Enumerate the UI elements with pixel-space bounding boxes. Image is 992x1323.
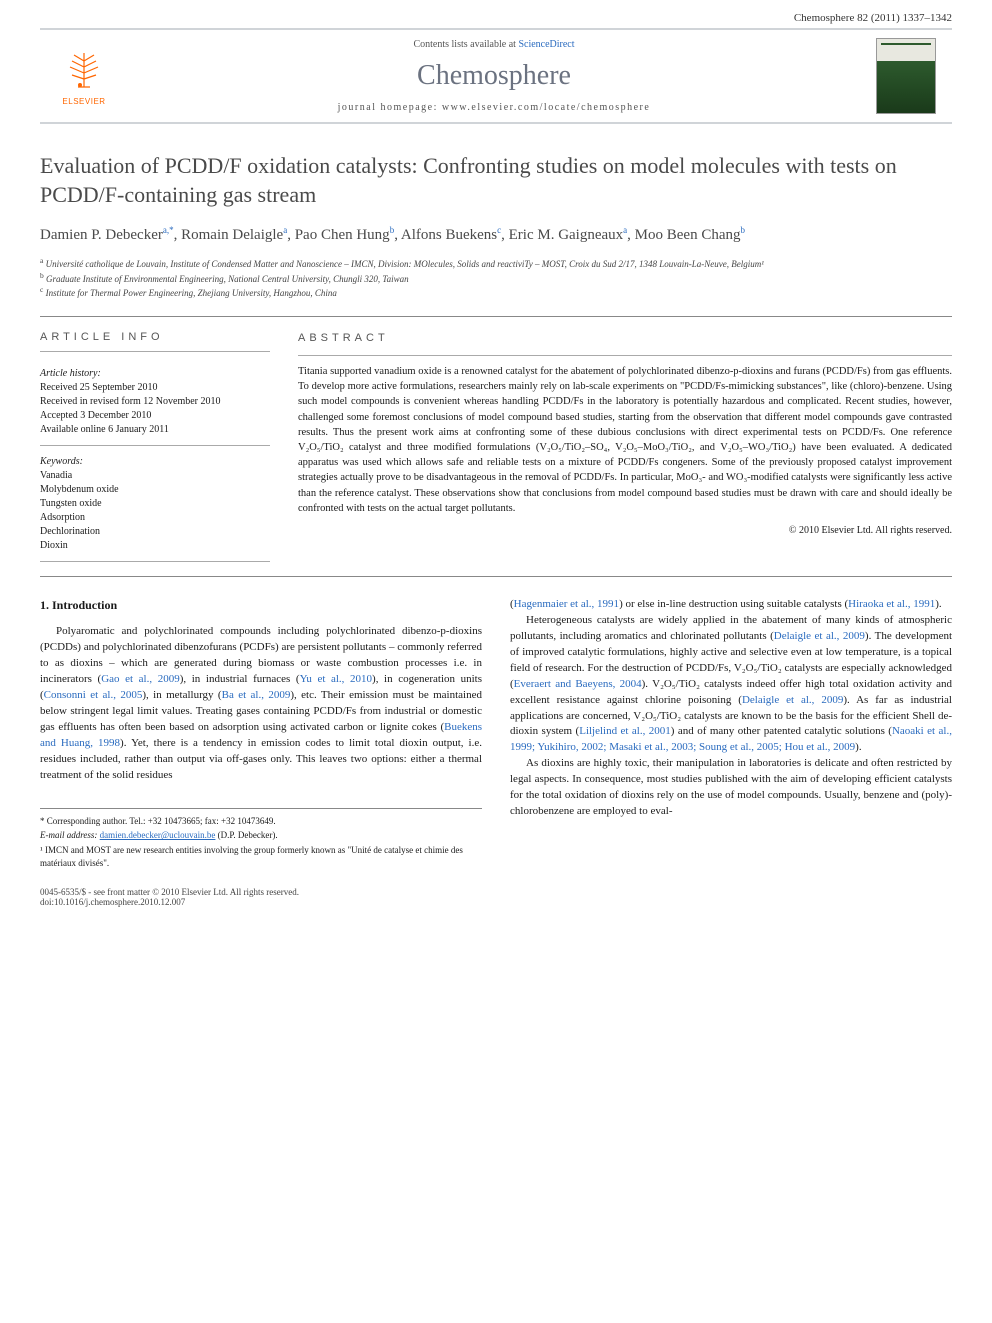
doi-line: doi:10.1016/j.chemosphere.2010.12.007 — [40, 897, 952, 907]
page-footer: 0045-6535/$ - see front matter © 2010 El… — [40, 887, 952, 907]
info-abstract-row: ARTICLE INFO Article history: Received 2… — [40, 316, 952, 577]
intro-para-1-cont: (Hagenmaier et al., 1991) or else in-lin… — [510, 597, 952, 613]
email-line: E-mail address: damien.debecker@uclouvai… — [40, 829, 482, 842]
article-history: Article history: Received 25 September 2… — [40, 351, 270, 446]
page-ref: Chemosphere 82 (2011) 1337–1342 — [794, 12, 952, 24]
intro-para-1: Polyaromatic and polychlorinated compoun… — [40, 624, 482, 783]
article-info-heading: ARTICLE INFO — [40, 331, 270, 343]
contents-available: Contents lists available at ScienceDirec… — [112, 39, 876, 50]
cite-consonni-2005[interactable]: Consonni et al., 2005 — [44, 689, 143, 701]
front-matter-line: 0045-6535/$ - see front matter © 2010 El… — [40, 887, 952, 897]
abstract-heading: ABSTRACT — [298, 331, 952, 347]
header-center: Contents lists available at ScienceDirec… — [112, 39, 876, 113]
journal-name: Chemosphere — [112, 60, 876, 92]
footnote-1: ¹ IMCN and MOST are new research entitie… — [40, 844, 482, 869]
author-list: Damien P. Debeckera,*, Romain Delaiglea,… — [40, 225, 952, 244]
cite-delaigle-2009b[interactable]: Delaigle et al., 2009 — [742, 694, 843, 706]
affiliation-b: b Graduate Institute of Environmental En… — [40, 271, 952, 286]
cite-everaert-2004[interactable]: Everaert and Baeyens, 2004 — [514, 678, 642, 690]
cite-ba-2009[interactable]: Ba et al., 2009 — [222, 689, 291, 701]
cite-hagenmaier-1991[interactable]: Hagenmaier et al., 1991 — [514, 598, 619, 610]
section-1-heading: 1. Introduction — [40, 597, 482, 614]
corresponding-author: * Corresponding author. Tel.: +32 104736… — [40, 815, 482, 828]
article-info: ARTICLE INFO Article history: Received 2… — [40, 331, 270, 562]
affiliation-a: a Université catholique de Louvain, Inst… — [40, 256, 952, 271]
abstract-copyright: © 2010 Elsevier Ltd. All rights reserved… — [298, 524, 952, 539]
sciencedirect-link[interactable]: ScienceDirect — [518, 39, 574, 50]
journal-header: ELSEVIER Contents lists available at Sci… — [40, 28, 952, 124]
journal-cover-thumb — [876, 38, 936, 114]
abstract: ABSTRACT Titania supported vanadium oxid… — [298, 331, 952, 562]
cite-delaigle-2009a[interactable]: Delaigle et al., 2009 — [774, 630, 865, 642]
cite-yu-2010[interactable]: Yu et al., 2010 — [300, 673, 372, 685]
intro-para-2: Heterogeneous catalysts are widely appli… — [510, 613, 952, 756]
affiliations: a Université catholique de Louvain, Inst… — [40, 256, 952, 300]
cite-gao-2009[interactable]: Gao et al., 2009 — [101, 673, 180, 685]
footnotes: * Corresponding author. Tel.: +32 104736… — [40, 808, 482, 869]
cite-liljelind-2001[interactable]: Liljelind et al., 2001 — [579, 725, 671, 737]
publisher-label: ELSEVIER — [62, 97, 105, 106]
affiliation-c: c Institute for Thermal Power Engineerin… — [40, 285, 952, 300]
column-right: (Hagenmaier et al., 1991) or else in-lin… — [510, 597, 952, 871]
article-title: Evaluation of PCDD/F oxidation catalysts… — [40, 152, 952, 209]
elsevier-tree-icon — [60, 47, 108, 95]
column-left: 1. Introduction Polyaromatic and polychl… — [40, 597, 482, 871]
journal-homepage: journal homepage: www.elsevier.com/locat… — [112, 102, 876, 113]
cite-hiraoka-1991[interactable]: Hiraoka et al., 1991 — [848, 598, 935, 610]
body-columns: 1. Introduction Polyaromatic and polychl… — [40, 597, 952, 871]
keywords-block: Keywords: Vanadia Molybdenum oxide Tungs… — [40, 456, 270, 562]
elsevier-logo: ELSEVIER — [56, 44, 112, 108]
running-head: Chemosphere 82 (2011) 1337–1342 — [0, 0, 992, 28]
author-email-link[interactable]: damien.debecker@uclouvain.be — [100, 830, 216, 840]
abstract-text: Titania supported vanadium oxide is a re… — [298, 355, 952, 516]
intro-para-3: As dioxins are highly toxic, their manip… — [510, 756, 952, 820]
